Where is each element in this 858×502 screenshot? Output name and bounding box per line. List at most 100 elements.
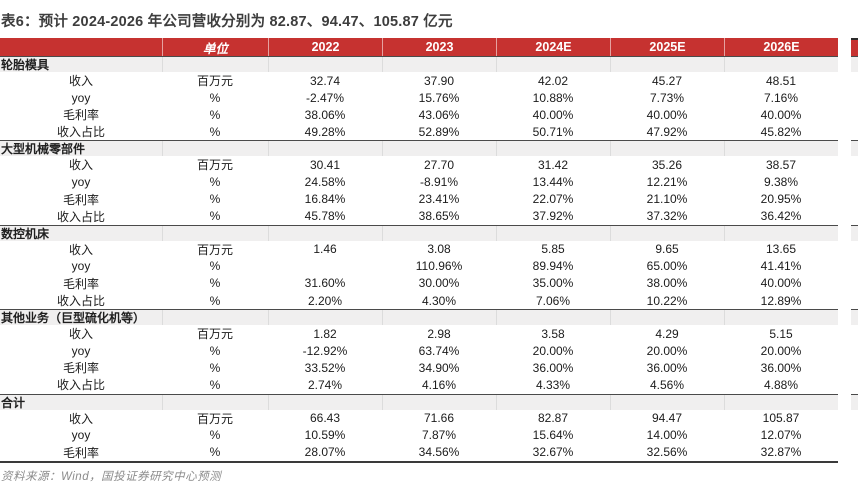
unit-cell: 百万元 [196, 411, 233, 426]
section-year-cell [610, 141, 724, 157]
value-cell: 37.90 [423, 73, 455, 88]
section-header-row: 数控机床 [0, 224, 858, 241]
value-cell: 37.92% [532, 209, 574, 224]
value-cell: 32.67% [532, 445, 574, 460]
section-unit-cell [162, 394, 268, 410]
value-cell: 7.87% [421, 428, 457, 443]
value-cell: 15.64% [532, 428, 574, 443]
table-continuation-sliver [851, 123, 858, 140]
value-cell: 71.66 [423, 411, 455, 426]
table-continuation-sliver [851, 156, 858, 173]
table-row-main: 收入 百万元 1.46 3.08 5.85 9.65 13.65 [0, 241, 838, 258]
value-cell: -12.92% [302, 343, 348, 358]
value-cell: 30.41 [309, 157, 341, 172]
section-name: 其他业务（巨型硫化机等） [1, 311, 146, 326]
section-unit-cell [162, 310, 268, 326]
table-row-main: 收入占比% 2.20% 4.30% 7.06% 10.22% 12.89% [0, 292, 838, 309]
value-cell: 5.15 [769, 326, 793, 341]
unit-cell: % [209, 175, 221, 190]
section-header-row: 其他业务（巨型硫化机等） [0, 309, 858, 326]
section-year-cell [610, 394, 724, 410]
value-cell: 45.82% [760, 124, 802, 139]
row-label: yoy [71, 343, 91, 358]
value-cell: 35.00% [532, 276, 574, 291]
value-cell: 42.02 [537, 73, 569, 88]
value-cell: 38.06% [304, 107, 346, 122]
table-header-row: 单位 2022 2023 2024E 2025E 2026E [0, 38, 858, 56]
row-label: yoy [71, 259, 91, 274]
table-row-main: 收入占比% 2.74% 4.16% 4.33% 4.56% 4.88% [0, 376, 838, 393]
table-row: yoy% 24.58% -8.91% 13.44% 12.21% 9.38% [0, 173, 858, 190]
value-cell: 4.88% [763, 377, 799, 392]
value-cell: 38.00% [646, 276, 688, 291]
page-gutter [838, 342, 851, 359]
value-cell: 24.58% [304, 175, 346, 190]
page-gutter [838, 72, 851, 89]
section-year-cell [268, 310, 382, 326]
table-continuation-sliver [851, 106, 858, 123]
table-row-main: yoy% 10.59% 7.87% 15.64% 14.00% 12.07% [0, 427, 838, 444]
value-cell: 1.82 [313, 326, 337, 341]
value-cell: 38.65% [418, 209, 460, 224]
section-name: 数控机床 [1, 226, 50, 241]
table-body: 轮胎模具 收入 百万元 32.74 37.90 42.02 45.27 48.51 yoy% -2… [0, 56, 858, 461]
value-cell: 1.46 [313, 242, 337, 257]
unit-cell: 百万元 [196, 158, 233, 173]
section-header-row: 合计 [0, 393, 858, 410]
table-continuation-sliver [851, 410, 858, 427]
page-gutter [838, 241, 851, 258]
section-year-cell [610, 310, 724, 326]
unit-cell: % [209, 360, 221, 375]
value-cell: 40.00% [760, 107, 802, 122]
value-cell: 45.27 [651, 73, 683, 88]
header-year-2024e: 2024E [496, 38, 610, 56]
unit-cell: 百万元 [196, 327, 233, 342]
value-cell: 7.06% [535, 293, 571, 308]
row-label: 毛利率 [62, 361, 99, 376]
unit-cell: % [209, 445, 221, 460]
unit-cell: % [209, 107, 221, 122]
value-cell: 110.96% [415, 259, 463, 274]
table-row: 收入 百万元 1.82 2.98 3.58 4.29 5.15 [0, 325, 858, 342]
table-row: 毛利率% 16.84% 23.41% 22.07% 21.10% 20.95% [0, 191, 858, 208]
section-year-cell [496, 225, 610, 241]
table-row-main: 收入 百万元 30.41 27.70 31.42 35.26 38.57 [0, 156, 838, 173]
value-cell: 36.00% [532, 360, 574, 375]
row-label: yoy [71, 90, 91, 105]
table-continuation-sliver [851, 359, 858, 376]
value-cell: 32.56% [646, 445, 688, 460]
table-row-main: 毛利率% 31.60% 30.00% 35.00% 38.00% 40.00% [0, 275, 838, 292]
section-header-row: 大型机械零部件 [0, 140, 858, 157]
table-continuation-sliver [851, 191, 858, 208]
section-year-cell [724, 141, 838, 157]
value-cell: 9.65 [655, 242, 679, 257]
value-cell: 82.87 [537, 411, 569, 426]
unit-cell: % [209, 293, 221, 308]
value-cell: 13.44% [532, 175, 574, 190]
value-cell: 36.00% [760, 360, 802, 375]
row-label: 收入占比 [56, 209, 105, 224]
row-label: 毛利率 [62, 192, 99, 207]
table-row: yoy% 10.59% 7.87% 15.64% 14.00% 12.07% [0, 427, 858, 444]
table-row: 收入占比% 45.78% 38.65% 37.92% 37.32% 36.42% [0, 208, 858, 225]
table-row-main: 收入 百万元 32.74 37.90 42.02 45.27 48.51 [0, 72, 838, 89]
row-label: 收入占比 [56, 378, 105, 393]
value-cell: 7.73% [649, 90, 685, 105]
page-gutter [838, 56, 851, 72]
value-cell: 12.21% [646, 175, 688, 190]
table-continuation-sliver [851, 427, 858, 444]
table-continuation-sliver [851, 444, 858, 461]
value-cell: 94.47 [651, 411, 683, 426]
section-unit-cell [162, 141, 268, 157]
row-label: 收入占比 [56, 294, 105, 309]
unit-cell: % [209, 90, 221, 105]
section-header-main: 合计 [0, 393, 838, 410]
section-year-cell [496, 394, 610, 410]
table-row-main: 收入 百万元 66.43 71.66 82.87 94.47 105.87 [0, 410, 838, 427]
value-cell: 10.59% [304, 428, 346, 443]
revenue-forecast-table: 单位 2022 2023 2024E 2025E 2026E 轮胎模具 收入 百万元… [0, 38, 858, 463]
value-cell: 23.41% [418, 192, 460, 207]
page-gutter [838, 309, 851, 325]
value-cell: 7.16% [763, 90, 799, 105]
